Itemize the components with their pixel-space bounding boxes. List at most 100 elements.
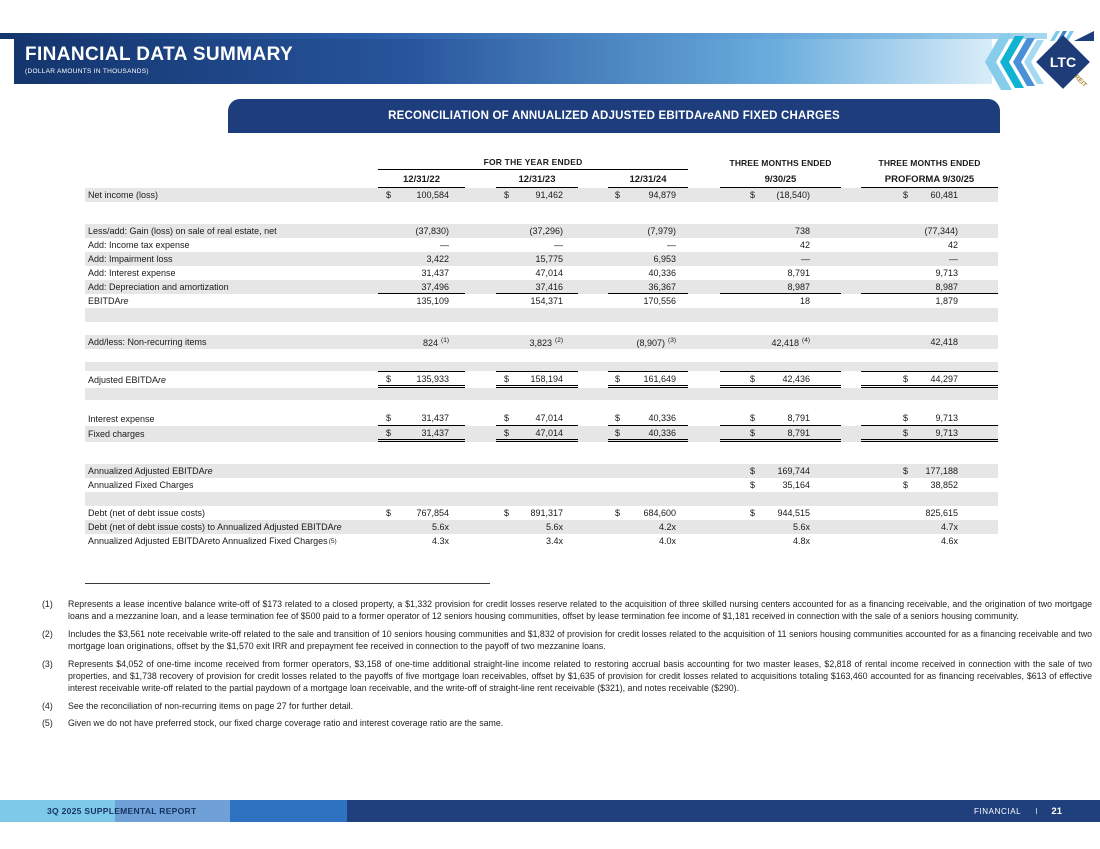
- row-label: [85, 388, 378, 400]
- value-cell: $9,713: [861, 411, 998, 426]
- footnote-item: (4) See the reconciliation of non-recurri…: [42, 700, 1092, 712]
- row-label: Fixed charges: [88, 429, 145, 439]
- row-label: Debt (net of debt issue costs) to Annual…: [88, 522, 342, 532]
- value-cell: 9,713: [935, 268, 958, 278]
- value-cell: 4.6x: [940, 536, 958, 546]
- value-cell: 8,791: [787, 268, 810, 278]
- footnote-text: Includes the $3,561 note receivable writ…: [68, 628, 1092, 652]
- footer-separator: I: [1035, 806, 1038, 816]
- table-date-header-row: 12/31/22 12/31/23 12/31/24 9/30/25 PROFO…: [85, 170, 998, 188]
- top-accent-slashes-icon: [1050, 31, 1094, 41]
- row-label: [85, 362, 378, 371]
- value-cell: 154,371: [530, 296, 563, 306]
- footer-bar: 3Q 2025 SUPPLEMENTAL REPORT FINANCIAL I …: [0, 800, 1100, 822]
- table-spacer-row: [85, 202, 998, 224]
- value-cell: 1,879: [935, 296, 958, 306]
- value-cell: (37,296): [529, 226, 563, 236]
- value-cell: 18: [799, 296, 810, 306]
- row-label: [85, 202, 378, 224]
- page-title: FINANCIAL DATA SUMMARY: [25, 44, 294, 65]
- table-row: Debt (net of debt issue costs) to Annual…: [85, 520, 998, 534]
- table-spacer-row: [85, 400, 998, 411]
- value-cell: $177,188: [903, 466, 958, 476]
- ltc-reit-logo: LTC REIT: [985, 34, 1090, 90]
- table-spacer-row: [85, 362, 998, 371]
- table-row: Annualized Adjusted EBITDA re to Annualiz…: [85, 534, 998, 548]
- banner-text-prefix: RECONCILIATION OF ANNUALIZED ADJUSTED EB…: [388, 110, 703, 122]
- row-label: Annualized Adjusted EBITDA re to Annualiz…: [88, 536, 337, 546]
- reconciliation-banner: RECONCILIATION OF ANNUALIZED ADJUSTED EB…: [228, 99, 1000, 133]
- value-cell: $ (18,540): [750, 190, 810, 200]
- value-cell: 4.2x: [658, 522, 676, 532]
- value-cell: $47,014: [496, 411, 578, 426]
- value-cell: 47,014: [535, 268, 563, 278]
- footnote-item: (3) Represents $4,052 of one-time income …: [42, 658, 1092, 695]
- value-cell: 3.4x: [545, 536, 563, 546]
- value-cell: 37,416: [496, 280, 578, 294]
- value-cell: 4.0x: [658, 536, 676, 546]
- row-label: EBITDA re: [88, 296, 129, 306]
- value-cell: (37,830): [415, 226, 449, 236]
- footnote-text: Represents $4,052 of one-time income rec…: [68, 658, 1092, 694]
- value-cell: $31,437: [378, 426, 465, 442]
- row-label: [85, 308, 378, 322]
- footnote-number: (5): [42, 718, 53, 729]
- table-group-header-row: FOR THE YEAR ENDED THREE MONTHS ENDED TH…: [85, 155, 998, 170]
- value-cell: —: [554, 240, 563, 250]
- row-label: [85, 322, 378, 335]
- value-cell: 8,987: [720, 280, 841, 294]
- table-row: Add: Impairment loss 3,422 15,775 6,953 — —: [85, 252, 998, 266]
- col-header-three-months-proforma: THREE MONTHS ENDED: [878, 158, 981, 168]
- footer-segment-2: [115, 800, 230, 822]
- footer-segment-4: [347, 800, 1100, 822]
- table-row: Less/add: Gain (loss) on sale of real es…: [85, 224, 998, 238]
- recon-table-body: Net income (loss) $100,584 $91,462 $94,879 $…: [85, 188, 998, 548]
- value-cell: 40,336: [648, 268, 676, 278]
- banner-text-italic: re: [702, 110, 714, 122]
- value-cell: $60,481: [903, 190, 958, 200]
- value-cell: 42: [947, 240, 958, 250]
- value-cell: $9,713: [861, 426, 998, 442]
- value-cell: 5.6x: [431, 522, 449, 532]
- row-label: Net income (loss): [88, 190, 159, 200]
- value-cell: 42,418: [930, 337, 958, 347]
- row-label: Annualized Fixed Charges: [88, 480, 194, 490]
- row-label: Add: Interest expense: [88, 268, 176, 278]
- row-label: [85, 442, 378, 464]
- footnote-number: (4): [42, 700, 53, 711]
- row-label: [85, 492, 378, 506]
- value-cell: 4.7x: [940, 522, 958, 532]
- footnote-text: See the reconciliation of non-recurring …: [68, 700, 354, 711]
- value-cell: 8,987: [861, 280, 998, 294]
- value-cell: $38,852: [903, 480, 958, 490]
- footer-page-info: FINANCIAL I 21: [974, 800, 1062, 822]
- value-cell: 825,615: [925, 508, 958, 518]
- value-cell: $135,933: [378, 371, 465, 388]
- table-spacer-row: [85, 492, 998, 506]
- table-spacer-row: [85, 322, 998, 335]
- value-cell: 36,367: [608, 280, 688, 294]
- value-cell: $40,336: [608, 411, 688, 426]
- value-cell: (8,907) (3): [636, 336, 676, 348]
- value-cell: 42: [799, 240, 810, 250]
- value-cell: 31,437: [421, 268, 449, 278]
- value-cell: 170,556: [643, 296, 676, 306]
- col-header-date-2: 12/31/23: [496, 170, 578, 188]
- banner-text-suffix: AND FIXED CHARGES: [713, 110, 840, 122]
- value-cell: 4.8x: [792, 536, 810, 546]
- table-spacer-row: [85, 349, 998, 362]
- table-row: Annualized Adjusted EBITDA re $169,744 $177…: [85, 464, 998, 478]
- row-label: Interest expense: [88, 413, 155, 424]
- table-spacer-row: [85, 308, 998, 322]
- row-label: Adjusted EBITDA re: [88, 374, 167, 385]
- value-cell: $40,336: [608, 426, 688, 442]
- value-cell: 15,775: [535, 254, 563, 264]
- value-cell: 738: [794, 226, 810, 236]
- page-subtitle: (DOLLAR AMOUNTS IN THOUSANDS): [25, 68, 149, 75]
- value-cell: —: [667, 240, 676, 250]
- value-cell: 5.6x: [792, 522, 810, 532]
- page-header: FINANCIAL DATA SUMMARY (DOLLAR AMOUNTS I…: [14, 39, 992, 84]
- footnote-item: (2) Includes the $3,561 note receivable w…: [42, 628, 1092, 653]
- footer-section-label: FINANCIAL: [974, 806, 1022, 816]
